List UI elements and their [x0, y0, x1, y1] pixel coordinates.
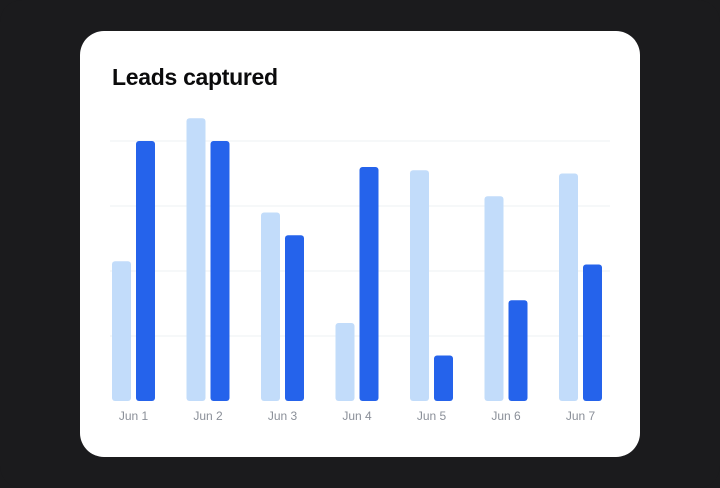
- x-tick-label: Jun 6: [491, 409, 521, 423]
- bar-dark-1[interactable]: [136, 141, 155, 401]
- bar-light-1[interactable]: [112, 261, 131, 401]
- bar-light-7[interactable]: [559, 173, 578, 402]
- bar-light-6[interactable]: [484, 196, 504, 401]
- bar-dark-2[interactable]: [210, 141, 230, 401]
- x-tick-label: Jun 7: [566, 409, 596, 423]
- x-tick-label: Jun 5: [417, 409, 447, 423]
- bar-dark-7[interactable]: [583, 264, 602, 402]
- bar-dark-3[interactable]: [285, 235, 304, 401]
- x-tick-label: Jun 2: [193, 409, 223, 423]
- bar-dark-5[interactable]: [434, 355, 453, 402]
- x-tick-label: Jun 3: [268, 409, 298, 423]
- bar-light-2[interactable]: [186, 118, 206, 401]
- x-tick-label: Jun 1: [119, 409, 149, 423]
- bar-dark-4[interactable]: [359, 167, 379, 401]
- bar-light-3[interactable]: [261, 212, 280, 402]
- bar-dark-6[interactable]: [508, 300, 528, 401]
- chart-title: Leads captured: [112, 64, 278, 90]
- bar-chart: Jun 1 Jun 2 Jun 3 Jun 4 Jun 5 Jun 6 Jun 7: [110, 118, 610, 423]
- chart-card: Leads captured Jun 1 Jun 2 Jun 3 Jun 4 Jun 5…: [80, 31, 640, 457]
- bar-light-4[interactable]: [335, 323, 355, 401]
- bar-light-5[interactable]: [410, 170, 429, 401]
- x-tick-label: Jun 4: [342, 409, 372, 423]
